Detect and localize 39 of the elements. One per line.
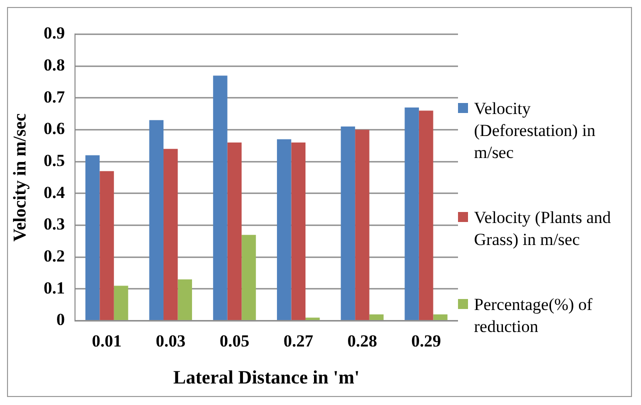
bar	[164, 148, 178, 320]
bar	[305, 318, 320, 320]
bar	[178, 279, 192, 320]
legend-label: Percentage(%) of reduction	[474, 294, 594, 338]
bar	[418, 110, 434, 320]
y-tick-label: 0	[56, 310, 65, 330]
x-tick-label: 0.29	[411, 331, 441, 350]
bar	[114, 286, 128, 320]
bar	[369, 314, 384, 320]
bar	[291, 142, 306, 320]
y-tick-label: 0.4	[44, 182, 66, 202]
bar	[213, 76, 228, 320]
y-tick-label: 0.8	[44, 55, 65, 74]
bar	[100, 171, 114, 320]
bar	[340, 126, 356, 320]
bar	[355, 130, 370, 320]
bar	[242, 234, 256, 320]
bar	[276, 139, 292, 320]
x-tick-label: 0.01	[92, 331, 122, 350]
x-tick-label: 0.27	[283, 331, 314, 350]
y-tick-label: 0.9	[44, 24, 65, 43]
bar	[404, 107, 419, 320]
bar	[227, 142, 242, 320]
legend-label: Velocity (Plants and Grass) in m/sec	[474, 207, 612, 251]
y-tick-label: 0.1	[44, 278, 65, 298]
bar	[85, 155, 100, 320]
y-tick-label: 0.6	[44, 119, 65, 138]
bar	[149, 120, 164, 320]
bar	[433, 314, 448, 320]
y-tick-label: 0.7	[44, 87, 66, 106]
x-tick-label: 0.03	[156, 331, 186, 350]
y-tick-label: 0.2	[44, 246, 65, 266]
x-tick-label: 0.05	[220, 331, 250, 350]
y-axis-title: Velocity in m/sec	[9, 113, 30, 242]
x-axis-title: Lateral Distance in 'm'	[173, 368, 360, 389]
y-tick-label: 0.5	[44, 150, 65, 170]
x-tick-label: 0.28	[347, 331, 378, 350]
y-tick-label: 0.3	[44, 214, 65, 234]
legend-label: Velocity (Deforestation) in m/sec	[474, 98, 596, 164]
